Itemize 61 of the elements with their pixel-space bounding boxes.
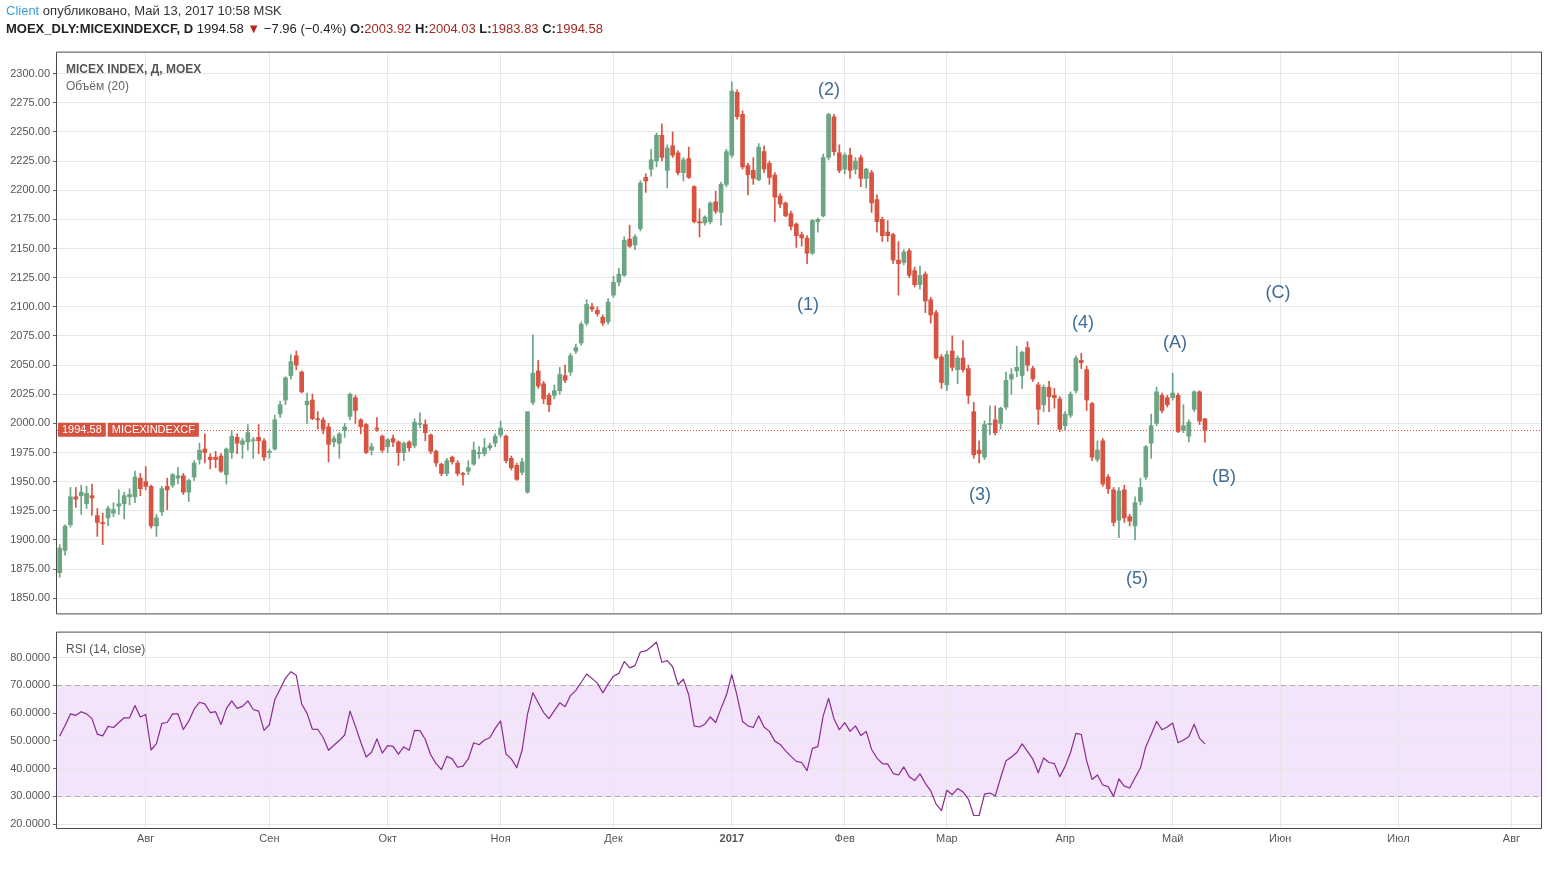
y-tick-label: 2250.00 (10, 124, 50, 137)
annotation: (A) (1163, 331, 1187, 352)
y-tick-label: 40.0000 (10, 761, 50, 774)
x-tick-label: Апр (1055, 831, 1075, 844)
y-tick-label: 2200.00 (10, 183, 50, 196)
ref-line-label: MICEXINDEXCF (111, 423, 196, 436)
candlestick (1014, 346, 1020, 378)
x-tick-label: Май (1161, 831, 1184, 844)
x-tick-label: Окт (378, 831, 397, 844)
y-tick-label: 2100.00 (10, 299, 50, 312)
y-tick-label: 2075.00 (10, 328, 50, 341)
y-tick-label: 2050.00 (10, 358, 50, 371)
text: Объём (20) (66, 78, 129, 93)
y-tick-label: 2025.00 (10, 387, 50, 400)
x-tick-label: Июл (1387, 831, 1410, 844)
y-tick-label: 80.0000 (10, 650, 50, 663)
annotation: (3) (969, 483, 991, 504)
candlestick (164, 477, 170, 510)
y-tick-label: 2000.00 (10, 416, 50, 429)
y-tick-label: 1925.00 (10, 503, 50, 516)
annotation: (B) (1212, 465, 1236, 486)
annotation: (1) (797, 293, 819, 314)
text: MOEX_DLY:MICEXINDEXCF, D 1994.58 ▼ −7.96 (−0.4%) O:2003.92 H:2004.03 L:1983.83 C:1994.58 (6, 21, 603, 36)
candlestick (643, 173, 649, 193)
y-tick-label: 50.0000 (10, 733, 50, 746)
y-tick-label: 2275.00 (10, 95, 50, 108)
x-tick-label: Дек (604, 831, 623, 844)
y-tick-label: 2175.00 (10, 212, 50, 225)
annotation: (C) (1265, 281, 1291, 302)
x-tick-label: Сен (259, 831, 280, 844)
annotation: (5) (1126, 567, 1148, 588)
candlestick (73, 487, 79, 508)
y-tick-label: 30.0000 (10, 789, 50, 802)
x-tick-label: Авг (137, 831, 155, 844)
x-tick-label: 2017 (719, 831, 745, 844)
annotation: (2) (818, 78, 840, 99)
annotation: (4) (1072, 311, 1094, 332)
text: Client опубликовано, Май 13, 2017 10:58 MSK (6, 3, 282, 18)
y-tick-label: 1850.00 (10, 591, 50, 604)
y-tick-label: 60.0000 (10, 706, 50, 719)
candlestick (1170, 372, 1176, 401)
y-tick-label: 2150.00 (10, 241, 50, 254)
x-tick-label: Июн (1269, 831, 1292, 844)
annotation: 1994.58 (62, 423, 102, 436)
x-tick-label: Авг (1502, 831, 1521, 844)
text: MICEX INDEX, Д, MOEX (66, 61, 202, 76)
y-tick-label: 20.0000 (10, 817, 50, 830)
y-tick-label: 70.0000 (10, 678, 50, 691)
y-tick-label: 1900.00 (10, 532, 50, 545)
y-tick-label: 2225.00 (10, 154, 50, 167)
candlestick (466, 460, 471, 475)
candlestick (1078, 353, 1084, 369)
x-tick-label: Фев (834, 831, 856, 844)
text: RSI (14, close) (66, 641, 146, 656)
y-tick-label: 2125.00 (10, 270, 50, 283)
x-tick-label: Ноя (490, 831, 511, 844)
y-tick-label: 1950.00 (10, 474, 50, 487)
x-tick-label: Мар (936, 831, 958, 844)
y-tick-label: 1875.00 (10, 562, 50, 575)
y-tick-label: 2300.00 (10, 66, 50, 79)
y-tick-label: 1975.00 (10, 445, 50, 458)
